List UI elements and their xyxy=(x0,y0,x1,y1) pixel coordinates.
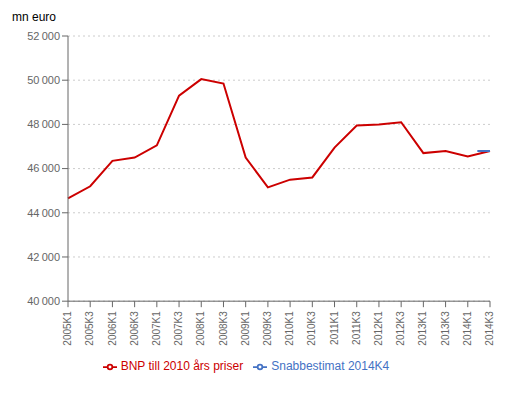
svg-text:42 000: 42 000 xyxy=(27,251,60,263)
svg-text:2014K3: 2014K3 xyxy=(484,311,495,346)
svg-text:2007K1: 2007K1 xyxy=(151,311,162,346)
html-text:mn euro: mn euro xyxy=(12,10,56,24)
svg-text:2008K3: 2008K3 xyxy=(218,311,229,346)
svg-text:2011K3: 2011K3 xyxy=(351,311,362,345)
svg-text:44 000: 44 000 xyxy=(27,207,60,219)
svg-text:52 000: 52 000 xyxy=(27,30,60,42)
html-text:Snabbestimat 2014K4: Snabbestimat 2014K4 xyxy=(271,359,390,374)
svg-text:2011K1: 2011K1 xyxy=(329,311,340,345)
svg-text:2007K3: 2007K3 xyxy=(173,311,184,346)
svg-text:2008K1: 2008K1 xyxy=(195,311,206,346)
svg-text:2009K1: 2009K1 xyxy=(240,311,251,346)
svg-text:2005K1: 2005K1 xyxy=(62,311,73,346)
svg-text:2014K1: 2014K1 xyxy=(462,311,473,346)
svg-text:2005K3: 2005K3 xyxy=(84,311,95,346)
svg-text:2010K1: 2010K1 xyxy=(284,311,295,346)
svg-text:40 000: 40 000 xyxy=(27,295,60,307)
svg-text:2006K3: 2006K3 xyxy=(129,311,140,346)
svg-text:46 000: 46 000 xyxy=(27,162,60,174)
svg-text:48 000: 48 000 xyxy=(27,118,60,130)
svg-text:2013K3: 2013K3 xyxy=(440,311,451,346)
svg-text:2012K3: 2012K3 xyxy=(395,311,406,346)
svg-text:2010K3: 2010K3 xyxy=(306,311,317,346)
svg-text:50 000: 50 000 xyxy=(27,74,60,86)
svg-text:2012K1: 2012K1 xyxy=(373,311,384,346)
svg-text:2013K1: 2013K1 xyxy=(417,311,428,346)
html-text:BNP till 2010 års priser: BNP till 2010 års priser xyxy=(120,359,244,374)
svg-text:2006K1: 2006K1 xyxy=(107,311,118,346)
svg-text:2009K3: 2009K3 xyxy=(262,311,273,346)
